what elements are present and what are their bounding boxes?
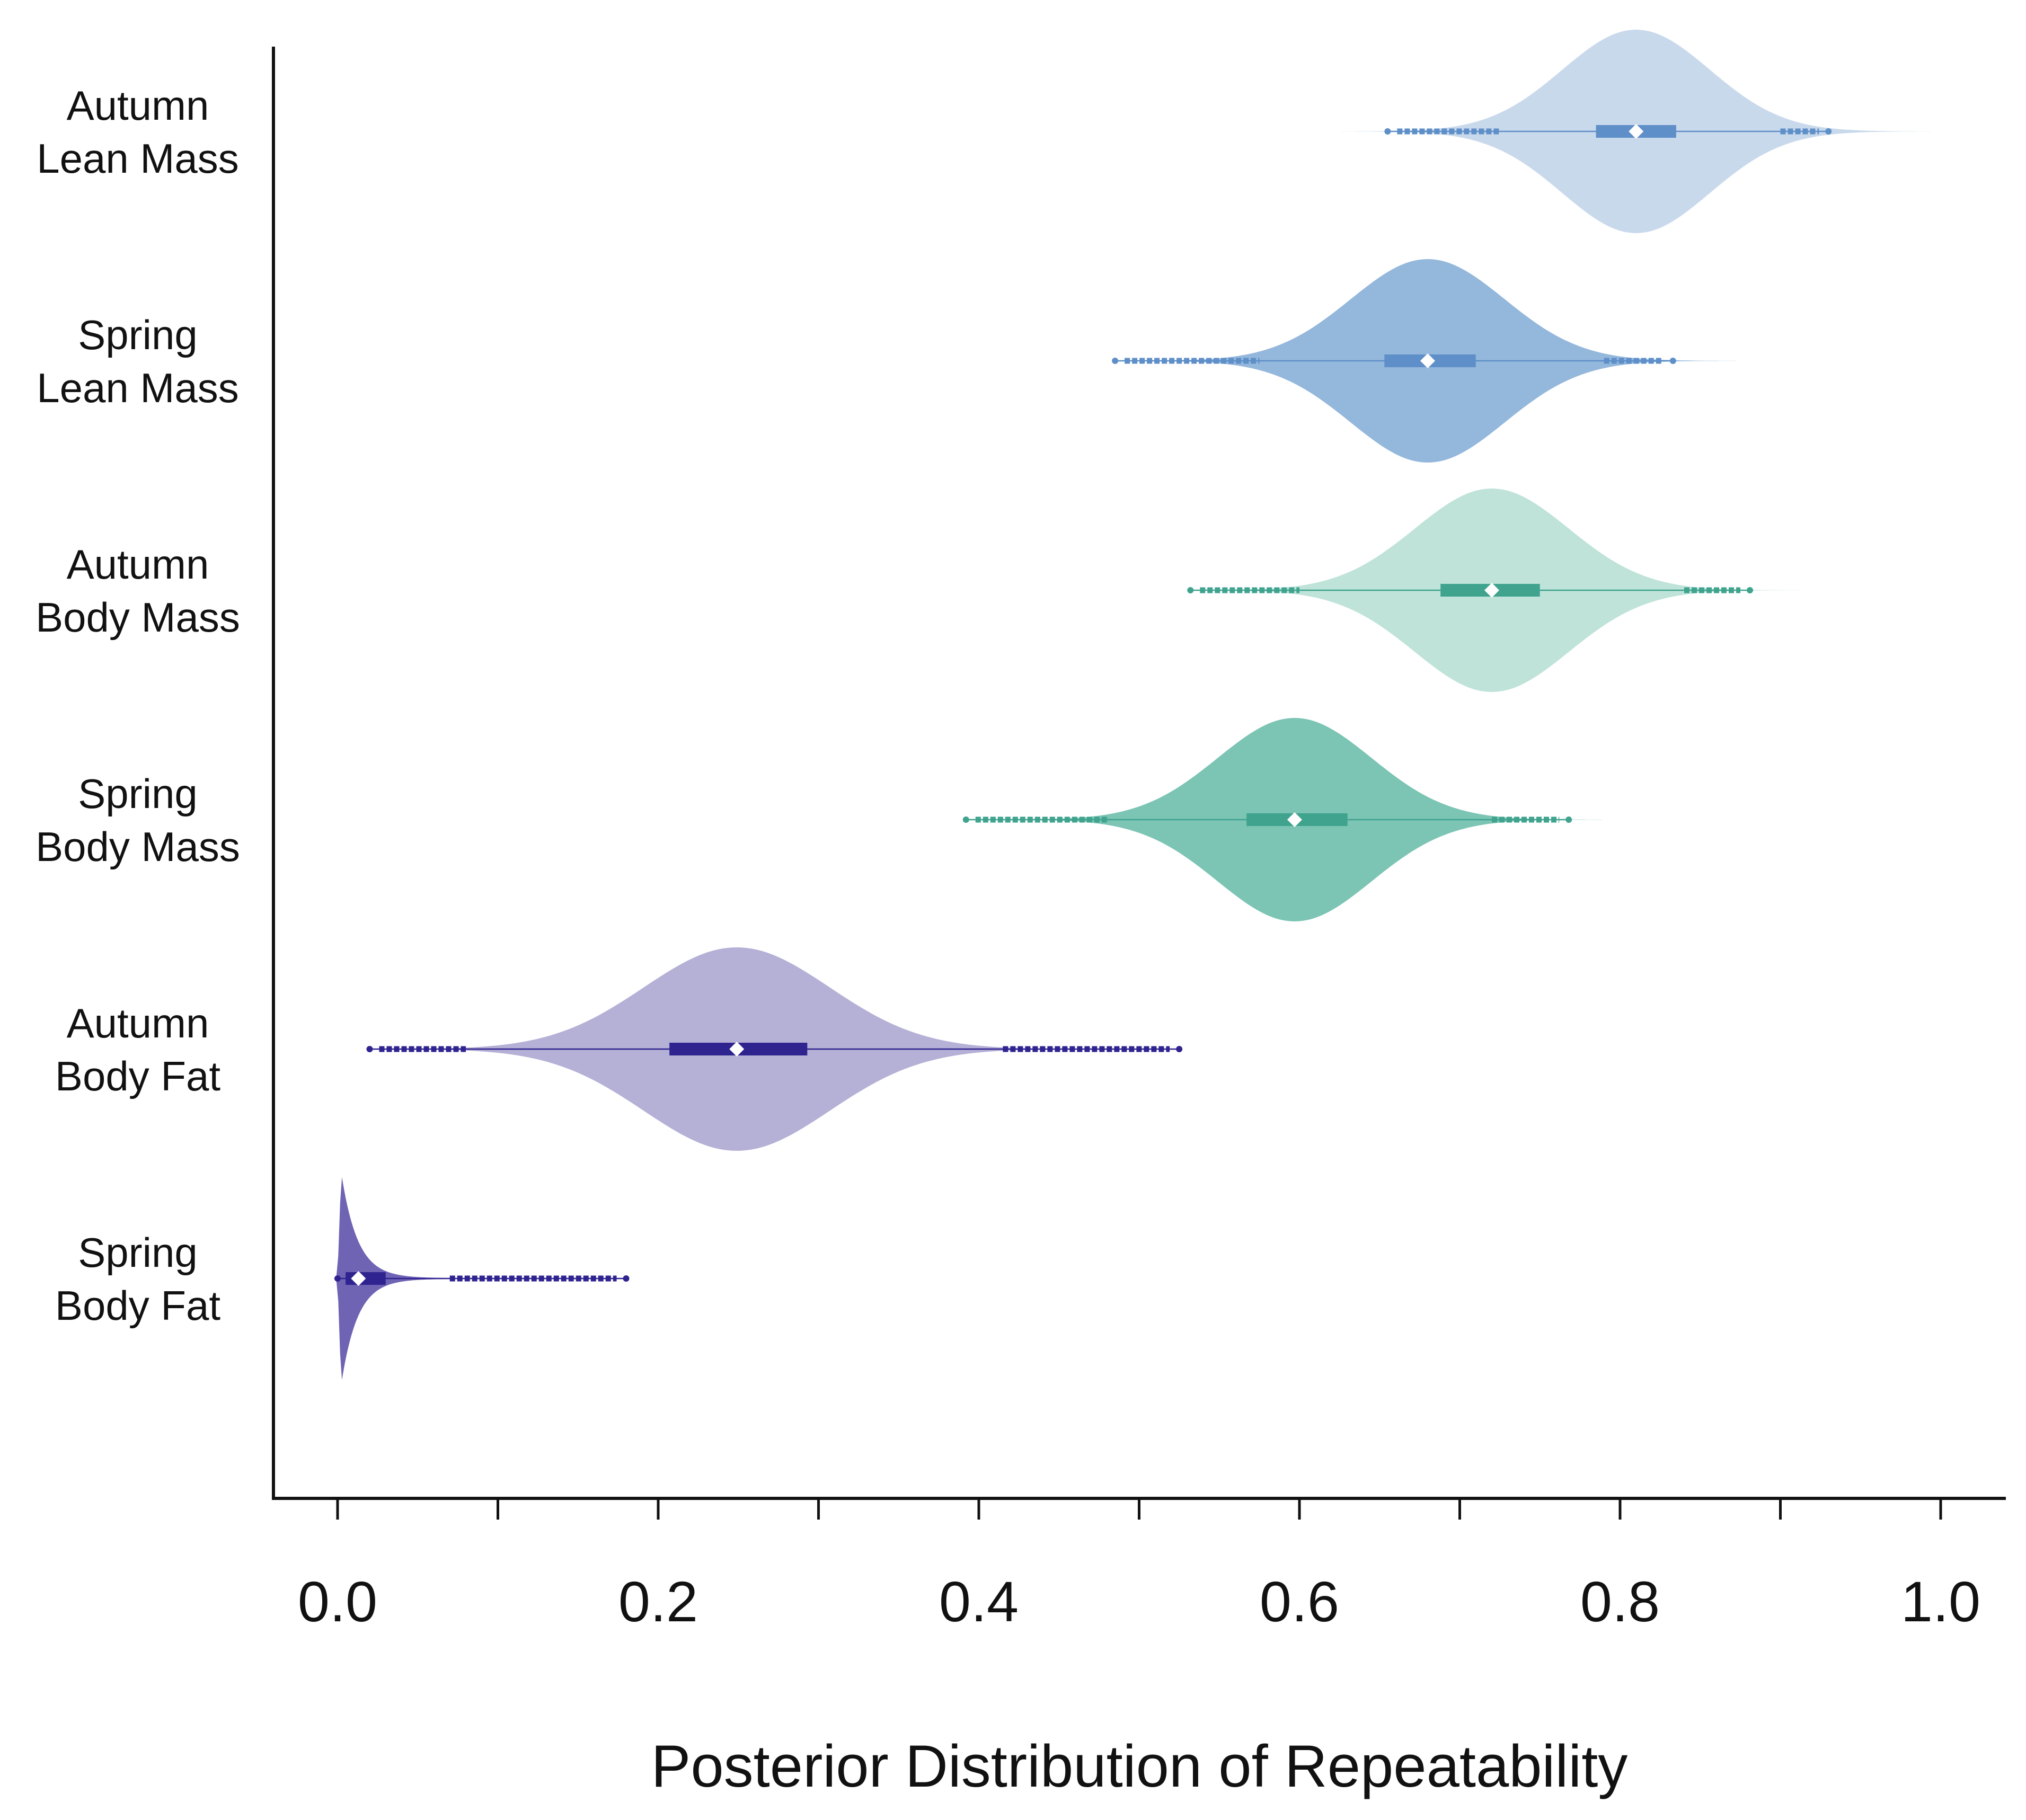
violin-max-point — [623, 1275, 630, 1282]
violin-min-point — [1112, 358, 1119, 364]
violin-max-point — [1747, 587, 1754, 593]
category-label-line2: Lean Mass — [37, 365, 239, 411]
x-axis-title: Posterior Distribution of Repeatability — [651, 1733, 1628, 1799]
violin-max-point — [1176, 1046, 1183, 1052]
x-tick-label: 0.2 — [618, 1569, 698, 1633]
x-tick-label: 0.0 — [298, 1569, 377, 1633]
category-label-line2: Body Mass — [36, 823, 240, 870]
category-label-line1: Spring — [78, 770, 197, 817]
violins-layer — [332, 30, 1931, 1380]
x-ticks: 0.0 0.2 0.4 0.6 0.8 1.0 — [298, 1498, 1980, 1633]
x-tick-label: 1.0 — [1901, 1569, 1980, 1633]
violin-group — [1112, 259, 1736, 463]
violin-group — [332, 1177, 630, 1380]
category-label-line2: Body Mass — [36, 594, 240, 641]
violin-max-point — [1669, 358, 1676, 364]
violin-group — [365, 947, 1183, 1151]
category-label-line1: Autumn — [67, 82, 209, 129]
category-label-line2: Body Fat — [55, 1282, 220, 1329]
category-label-line1: Spring — [78, 1229, 197, 1276]
x-tick-label: 0.4 — [939, 1569, 1019, 1633]
violin-median-marker — [1484, 583, 1499, 598]
violin-min-point — [334, 1275, 341, 1282]
violin-min-point — [366, 1046, 373, 1052]
category-label-line2: Lean Mass — [37, 135, 239, 182]
violin-group — [1341, 30, 1931, 233]
violin-max-point — [1565, 816, 1572, 823]
violin-min-point — [1384, 128, 1391, 135]
category-label-line1: Spring — [78, 312, 197, 358]
x-tick-label: 0.6 — [1260, 1569, 1339, 1633]
violin-group — [1184, 489, 1800, 692]
violin-median-marker — [351, 1271, 366, 1286]
violin-median-marker — [1287, 812, 1302, 827]
category-label-line2: Body Fat — [55, 1053, 220, 1099]
category-labels: Autumn Lean Mass Spring Lean Mass Autumn Body… — [36, 82, 240, 1329]
violin-max-point — [1825, 128, 1832, 135]
violin-min-point — [962, 816, 969, 823]
violin-median-marker — [1420, 353, 1435, 368]
category-label-line1: Autumn — [67, 1000, 209, 1046]
category-label-line1: Autumn — [67, 541, 209, 588]
x-tick-label: 0.8 — [1580, 1569, 1660, 1633]
violin-median-marker — [729, 1042, 745, 1057]
violin-min-point — [1187, 587, 1194, 593]
violin-group — [962, 718, 1603, 921]
violin-median-marker — [1629, 124, 1644, 139]
